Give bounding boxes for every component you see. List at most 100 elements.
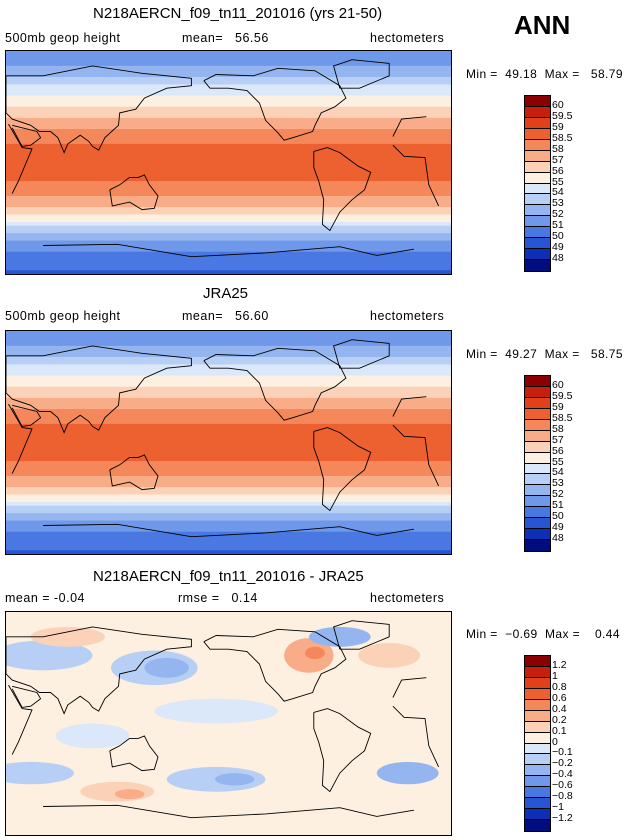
colorbar-swatch	[525, 150, 550, 162]
field-band	[6, 80, 451, 86]
colorbar-swatch	[525, 699, 550, 711]
panel3-title: N218AERCN_f09_tn11_201016 - JRA25	[93, 568, 364, 585]
field-band	[6, 375, 451, 380]
anomaly-region	[154, 698, 278, 724]
field-band	[6, 535, 451, 540]
panel3-map	[0, 611, 452, 836]
coastline-europe-asia	[5, 345, 192, 434]
field-band	[6, 409, 451, 414]
colorbar-swatch	[525, 688, 550, 700]
colorbar-swatch	[525, 128, 550, 140]
field-band	[6, 106, 451, 112]
colorbar-tick-label: 54	[552, 466, 564, 479]
field-band	[6, 99, 451, 104]
field-band	[6, 501, 451, 507]
colorbar-swatch	[525, 496, 550, 508]
colorbar-tick-label: 57	[552, 433, 564, 446]
colorbar-swatch	[525, 809, 550, 821]
coastline-africa	[8, 116, 440, 207]
colorbar-swatch	[525, 798, 550, 810]
colorbar-swatch	[525, 518, 550, 530]
colorbar-tick-label: 1.2	[552, 658, 567, 671]
colorbar-swatch	[525, 194, 550, 206]
coastline-australia	[109, 735, 159, 772]
coastline-north-america	[203, 347, 347, 421]
colorbar-swatch	[525, 227, 550, 239]
field-band	[6, 158, 451, 164]
field-band	[6, 270, 451, 275]
field-band	[6, 386, 451, 392]
field-band	[6, 65, 451, 71]
field-band	[6, 255, 451, 260]
colorbar-swatch	[525, 677, 550, 689]
anomaly-region	[0, 640, 93, 671]
field-band	[6, 490, 451, 496]
colorbar-tick-label: 0	[552, 735, 558, 748]
colorbar-tick-label: −0.4	[552, 768, 573, 781]
coastline-antarctica	[43, 523, 414, 538]
field-band	[6, 62, 451, 67]
field-band	[6, 140, 451, 145]
field-band	[6, 505, 451, 510]
colorbar-tick-label: −0.6	[552, 779, 573, 792]
field-band	[6, 546, 451, 551]
colorbar-tick-label: 0.2	[552, 713, 567, 726]
anomaly-region	[30, 626, 105, 647]
anomaly-region	[308, 626, 371, 647]
field-band	[6, 125, 451, 130]
field-band	[6, 88, 451, 93]
field-band	[6, 199, 451, 204]
colorbar-swatch	[525, 656, 550, 667]
field-band	[6, 468, 451, 473]
colorbar-tick-label: 58.5	[552, 411, 573, 424]
field-band	[6, 542, 451, 548]
field-band	[6, 121, 451, 126]
field-band	[6, 405, 451, 410]
field-band	[6, 166, 451, 171]
colorbar-tick-label: −1.2	[552, 812, 573, 825]
field-band	[6, 169, 451, 175]
colorbar-swatch	[525, 743, 550, 755]
panel1-map	[5, 50, 452, 275]
field-band	[6, 527, 451, 533]
field-band	[6, 173, 451, 178]
panel1-units: hectometers	[370, 31, 445, 45]
colorbar-swatch	[525, 776, 550, 788]
anomaly-region	[358, 643, 421, 668]
field-band	[6, 58, 451, 63]
field-band	[6, 207, 451, 212]
colorbar-tick-label: 49	[552, 521, 564, 534]
field-band	[6, 225, 451, 230]
field-band	[6, 155, 451, 160]
field-band	[6, 442, 451, 447]
field-band	[6, 221, 451, 227]
field-band	[6, 464, 451, 470]
field-band	[6, 520, 451, 525]
colorbar-swatch	[525, 216, 550, 228]
panel3-minmax: Min = −0.69 Max = 0.44	[466, 627, 620, 641]
colorbar-swatch	[525, 732, 550, 744]
field-band	[6, 427, 451, 432]
field-band	[6, 357, 451, 362]
colorbar-tick-label: 51	[552, 499, 564, 512]
colorbar-tick-label: 60	[552, 98, 564, 111]
field-band	[6, 338, 451, 343]
colorbar-swatch	[525, 249, 550, 261]
colorbar-swatch	[525, 529, 550, 541]
colorbar-tick-label: 49	[552, 241, 564, 254]
field-band	[6, 371, 451, 377]
coastline-south-america	[313, 708, 372, 793]
colorbar-tick-label: 58.5	[552, 131, 573, 144]
colorbar-swatch	[525, 183, 550, 195]
coastline-antarctica	[43, 243, 414, 258]
field-band	[6, 539, 451, 544]
field-band	[6, 236, 451, 242]
field-band	[6, 364, 451, 369]
field-band	[6, 181, 451, 186]
colorbar-tick-label: 48	[552, 532, 564, 545]
field-band	[6, 379, 451, 384]
field-band	[6, 475, 451, 481]
anomaly-region	[144, 657, 189, 678]
panel1-title: N218AERCN_f09_tn11_201016 (yrs 21-50)	[93, 5, 383, 22]
colorbar-tick-label: 57	[552, 153, 564, 166]
